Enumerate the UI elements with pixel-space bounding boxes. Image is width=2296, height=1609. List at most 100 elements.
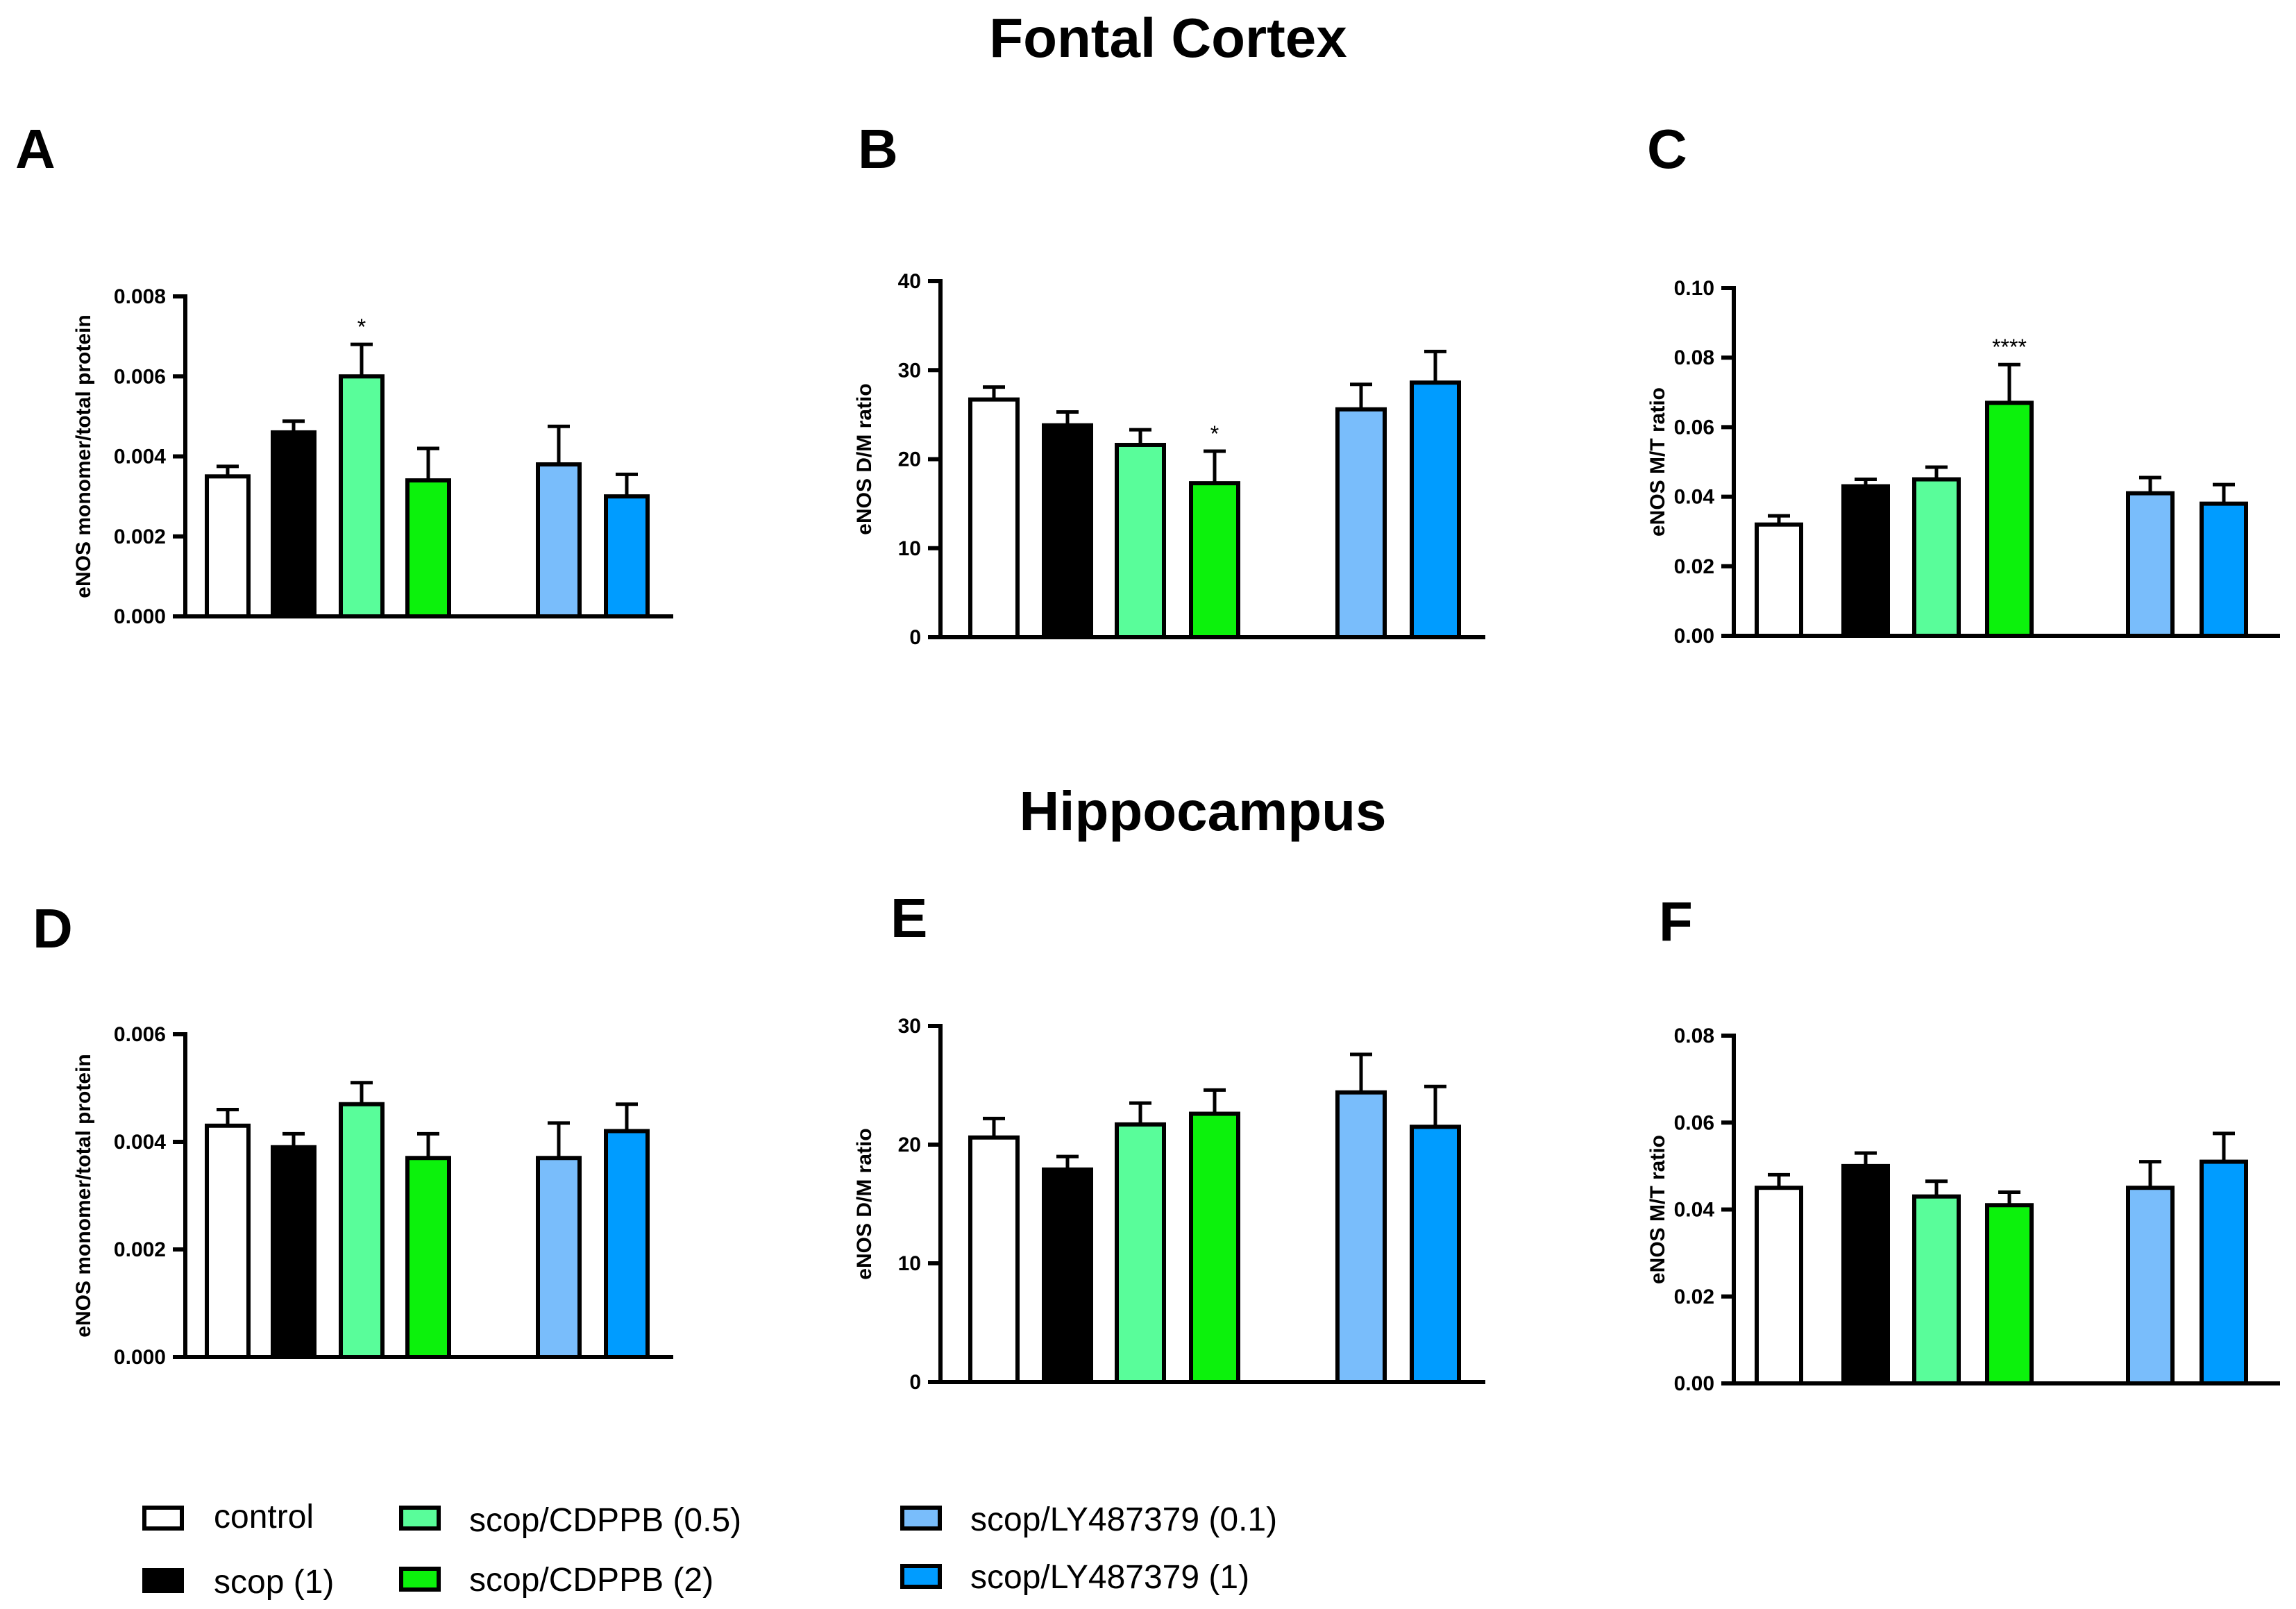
bar-2 bbox=[271, 430, 316, 618]
y-tick-label: 0.04 bbox=[1674, 486, 1715, 509]
legend-swatch bbox=[900, 1506, 942, 1531]
panel-letter: A bbox=[15, 118, 56, 180]
bar-2 bbox=[271, 1145, 316, 1359]
legend-swatch bbox=[142, 1568, 184, 1593]
panel-letter: E bbox=[890, 887, 927, 949]
significance-marker: * bbox=[1210, 421, 1219, 446]
y-tick-label: 40 bbox=[898, 270, 921, 293]
y-tick-label: 0.02 bbox=[1674, 555, 1714, 578]
y-tick-label: 0.10 bbox=[1674, 277, 1714, 300]
legend-swatch bbox=[142, 1506, 184, 1531]
y-tick-label: 0.002 bbox=[114, 525, 166, 548]
y-tick-label: 0.08 bbox=[1674, 1025, 1714, 1047]
bar-4 bbox=[1189, 1111, 1240, 1385]
legend-swatch bbox=[399, 1567, 441, 1592]
bar-6 bbox=[1410, 380, 1461, 640]
panel-letter: F bbox=[1659, 891, 1693, 952]
bar-4 bbox=[405, 478, 451, 619]
bar-1 bbox=[205, 474, 251, 618]
y-tick-label: 20 bbox=[898, 1134, 921, 1156]
y-axis-label: eNOS M/T ratio bbox=[1646, 387, 1669, 537]
bar-5 bbox=[536, 1156, 582, 1359]
y-axis-label: eNOS D/M ratio bbox=[853, 383, 876, 534]
y-tick-label: 30 bbox=[898, 359, 921, 382]
legend-item-ly-1: scop/LY487379 (1) bbox=[900, 1559, 1249, 1596]
legend: control scop (1) scop/CDPPB (0.5) scop/C… bbox=[142, 1499, 1277, 1601]
bar-1 bbox=[1755, 522, 1803, 638]
bar-3 bbox=[339, 1102, 385, 1359]
y-tick-label: 0 bbox=[909, 1371, 921, 1394]
y-axis-label: eNOS monomer/total protein bbox=[72, 314, 95, 598]
significance-marker: * bbox=[357, 314, 366, 339]
legend-item-ly-01: scop/LY487379 (0.1) bbox=[900, 1501, 1277, 1538]
y-tick-label: 0.02 bbox=[1674, 1286, 1714, 1308]
y-tick-label: 0.04 bbox=[1674, 1199, 1715, 1222]
legend-label: scop/LY487379 (1) bbox=[970, 1559, 1249, 1596]
bar-3 bbox=[1912, 477, 1961, 638]
y-tick-label: 0.000 bbox=[114, 605, 166, 628]
bar-1 bbox=[205, 1123, 251, 1359]
bar-4 bbox=[405, 1156, 451, 1359]
bar-4 bbox=[1985, 1203, 2034, 1386]
y-tick-label: 0.08 bbox=[1674, 346, 1714, 369]
y-tick-label: 10 bbox=[898, 537, 921, 560]
legend-label: scop/CDPPB (2) bbox=[469, 1562, 714, 1599]
bar-1 bbox=[968, 397, 1020, 639]
significance-marker: **** bbox=[1992, 335, 2027, 360]
bar-2 bbox=[1042, 1167, 1093, 1385]
legend-item-scop-1: scop (1) bbox=[142, 1564, 334, 1601]
bar-6 bbox=[604, 494, 650, 618]
y-tick-label: 0.006 bbox=[114, 1023, 166, 1046]
bar-2 bbox=[1042, 423, 1093, 639]
bar-1 bbox=[968, 1135, 1020, 1384]
bar-4 bbox=[1189, 481, 1240, 639]
bar-3 bbox=[1115, 1122, 1166, 1385]
bar-4 bbox=[1985, 401, 2034, 639]
bar-3 bbox=[1115, 442, 1166, 639]
bar-5 bbox=[2126, 1186, 2175, 1385]
bar-2 bbox=[1841, 484, 1890, 638]
panel-letter: C bbox=[1647, 118, 1687, 180]
bar-6 bbox=[604, 1129, 650, 1359]
bar-1 bbox=[1755, 1186, 1803, 1385]
y-tick-label: 0.004 bbox=[114, 446, 166, 469]
y-tick-label: 0.002 bbox=[114, 1238, 166, 1261]
legend-swatch bbox=[900, 1564, 942, 1589]
y-tick-label: 10 bbox=[898, 1252, 921, 1275]
y-tick-label: 0.00 bbox=[1674, 625, 1714, 648]
legend-label: scop/LY487379 (0.1) bbox=[970, 1501, 1277, 1538]
bar-3 bbox=[339, 374, 385, 618]
bar-3 bbox=[1912, 1194, 1961, 1386]
heading-frontal-cortex: Fontal Cortex bbox=[989, 7, 1347, 69]
y-tick-label: 0.006 bbox=[114, 365, 166, 388]
y-tick-label: 20 bbox=[898, 448, 921, 471]
bar-5 bbox=[1335, 407, 1387, 639]
bar-5 bbox=[2126, 491, 2175, 639]
panel-letter: D bbox=[33, 898, 73, 959]
heading-hippocampus: Hippocampus bbox=[1020, 780, 1387, 842]
panel-letter: B bbox=[858, 118, 898, 180]
legend-swatch bbox=[399, 1506, 441, 1531]
bar-2 bbox=[1841, 1163, 1890, 1385]
legend-label: scop/CDPPB (0.5) bbox=[469, 1502, 741, 1539]
y-axis-label: eNOS D/M ratio bbox=[853, 1128, 876, 1279]
bar-6 bbox=[2200, 501, 2248, 638]
bar-6 bbox=[1410, 1124, 1461, 1384]
y-axis-label: eNOS monomer/total protein bbox=[72, 1054, 95, 1337]
y-tick-label: 0.06 bbox=[1674, 1111, 1714, 1134]
y-tick-label: 0.06 bbox=[1674, 416, 1714, 439]
y-axis-label: eNOS M/T ratio bbox=[1646, 1135, 1669, 1284]
legend-label: control bbox=[214, 1499, 314, 1535]
legend-item-cdppb-05: scop/CDPPB (0.5) bbox=[399, 1502, 741, 1539]
y-tick-label: 0.004 bbox=[114, 1131, 166, 1154]
y-tick-label: 0.00 bbox=[1674, 1372, 1714, 1395]
y-tick-label: 30 bbox=[898, 1015, 921, 1038]
y-tick-label: 0.008 bbox=[114, 285, 166, 308]
